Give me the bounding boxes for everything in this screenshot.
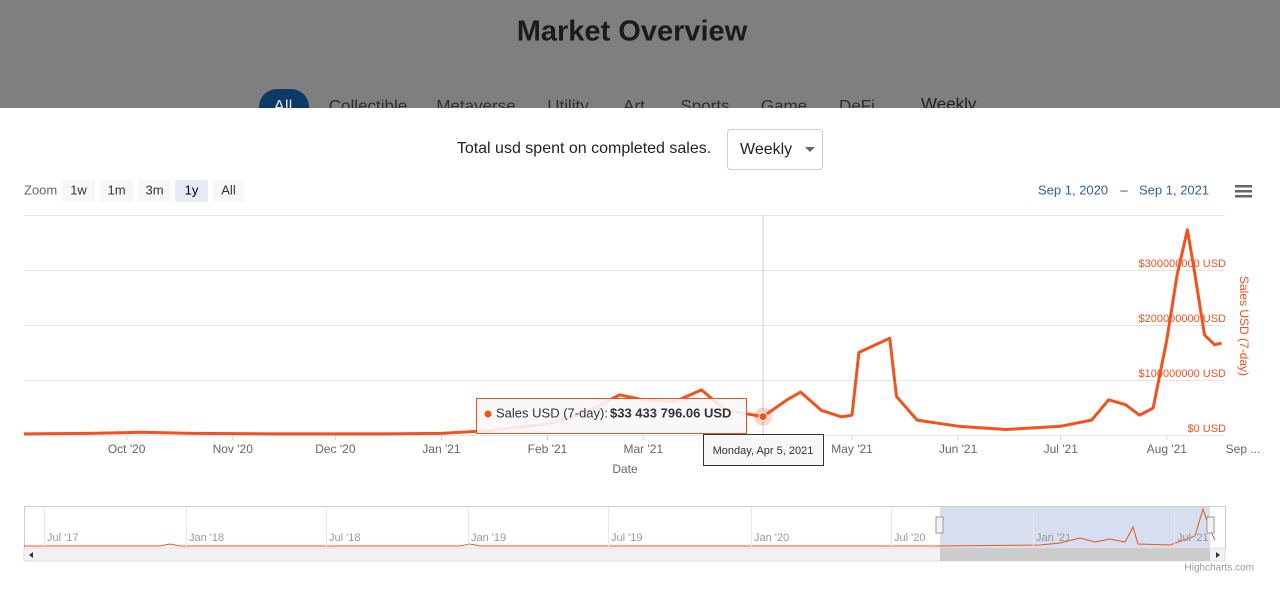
page-title: Market Overview xyxy=(517,16,748,48)
navigator-handle[interactable] xyxy=(1206,516,1215,534)
tooltip xyxy=(476,398,747,434)
scrollbar-thumb[interactable] xyxy=(940,548,1210,561)
period-select-text: Weekly xyxy=(740,141,792,158)
zoom-button[interactable] xyxy=(62,180,95,202)
navigator-label: Jul '20 xyxy=(894,532,925,544)
tooltip-label: Sales USD (7-day): xyxy=(496,405,608,420)
y-tick-label: $200000000 USD xyxy=(1139,313,1227,325)
y-tick-label: $0 USD xyxy=(1187,423,1226,435)
scrollbar[interactable] xyxy=(23,547,1226,562)
x-tick-label: Jul '21 xyxy=(1044,442,1079,456)
y-axis-title: Sales USD (7-day) xyxy=(1237,276,1251,376)
x-tick-label: May '21 xyxy=(831,442,873,456)
navigator-selection[interactable] xyxy=(940,507,1210,548)
navigator-label: Jul '17 xyxy=(47,532,78,544)
navigator-label: Jan '19 xyxy=(471,532,506,544)
chart-title: Total usd spent on completed sales. xyxy=(457,140,711,157)
credits[interactable]: Highcharts.com xyxy=(1185,563,1254,574)
x-tick-label: Nov '20 xyxy=(213,442,254,456)
select-caret xyxy=(805,147,815,152)
zoom-button-label[interactable]: All xyxy=(221,182,236,197)
navigator-label: Jan '21 xyxy=(1036,532,1071,544)
x-tick-label: Feb '21 xyxy=(528,442,568,456)
date-label-box xyxy=(703,434,824,466)
range-to[interactable]: Sep 1, 2021 xyxy=(1139,182,1209,197)
line xyxy=(23,228,1222,436)
date-label: Monday, Apr 5, 2021 xyxy=(713,445,814,457)
zoom-button[interactable] xyxy=(138,180,171,202)
x-tick-label: Oct '20 xyxy=(108,442,146,456)
tooltip-dot xyxy=(484,410,492,418)
zoom-button[interactable] xyxy=(100,180,133,202)
x-axis-title: Date xyxy=(612,462,638,476)
y-tick-label: $100000000 USD xyxy=(1139,368,1227,380)
zoom-button[interactable] xyxy=(175,180,208,202)
y-tick-label: $300000000 USD xyxy=(1139,258,1227,270)
zoom-button-label[interactable]: 3m xyxy=(145,182,163,197)
x-tick-label: Mar '21 xyxy=(623,442,663,456)
navigator-label: Jul '18 xyxy=(329,532,360,544)
zoom-button-label[interactable]: 1w xyxy=(70,182,87,197)
x-tick-label: Jan '21 xyxy=(422,442,461,456)
zoom-label: Zoom xyxy=(24,182,57,197)
range-separator: – xyxy=(1120,182,1128,197)
period-select[interactable] xyxy=(727,129,823,170)
zoom-button-label[interactable]: 1y xyxy=(185,182,199,197)
x-tick-label: Aug '21 xyxy=(1147,442,1188,456)
zoom-button-label[interactable]: 1m xyxy=(107,182,125,197)
x-tick-label: Sep ... xyxy=(1226,442,1261,456)
navigator-label: Jan '20 xyxy=(754,532,789,544)
overlay xyxy=(0,0,1280,108)
menu-button[interactable] xyxy=(1235,185,1252,198)
tooltip-value: $33 433 796.06 USD xyxy=(610,405,731,420)
x-tick-label: Jun '21 xyxy=(939,442,978,456)
navigator-label: Jul '21 xyxy=(1177,532,1208,544)
navigator-line xyxy=(24,507,1216,547)
zoom-button[interactable] xyxy=(213,180,244,202)
x-tick-label: Dec '20 xyxy=(315,442,356,456)
navigator-handle[interactable] xyxy=(935,516,944,534)
navigator-label: Jan '18 xyxy=(189,532,224,544)
navigator-label: Jul '19 xyxy=(611,532,642,544)
hover-point xyxy=(758,412,768,422)
range-from[interactable]: Sep 1, 2020 xyxy=(1038,182,1108,197)
